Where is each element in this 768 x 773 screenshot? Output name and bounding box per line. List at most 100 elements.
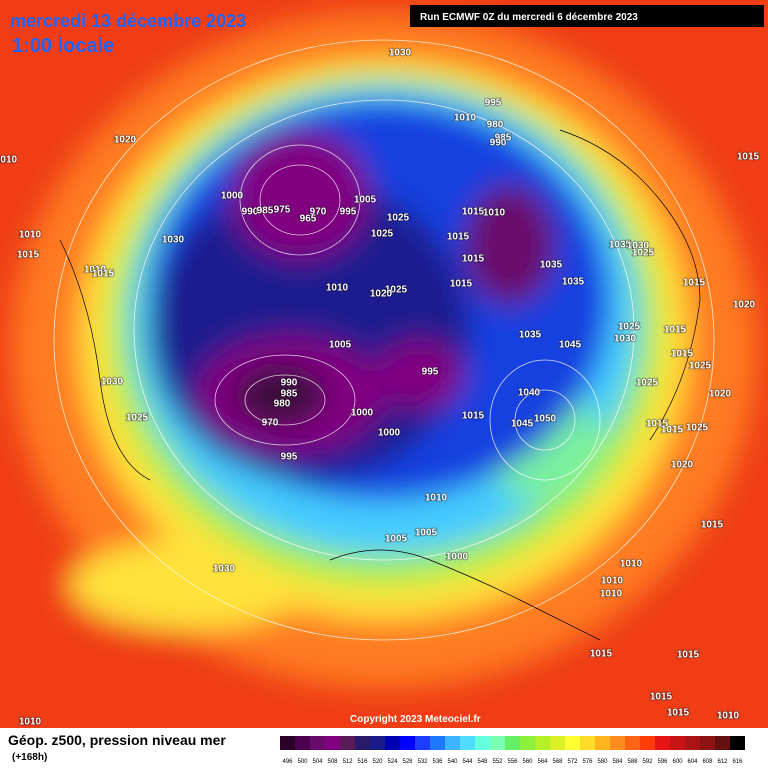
isobar-label: 1025 bbox=[385, 285, 408, 296]
isobar-label: 995 bbox=[422, 367, 439, 378]
scale-cell bbox=[310, 736, 325, 750]
isobar-label: 1035 bbox=[562, 277, 585, 288]
isobar-label: 1030 bbox=[614, 334, 637, 345]
isobar-label: 1015 bbox=[650, 692, 673, 703]
scale-cell bbox=[715, 736, 730, 750]
scale-label: 500 bbox=[297, 759, 308, 765]
scale-label: 584 bbox=[612, 759, 623, 765]
scale-label: 548 bbox=[477, 759, 488, 765]
isobar-label: 1025 bbox=[618, 322, 641, 333]
coastline bbox=[59, 239, 151, 481]
copyright: Copyright 2023 Meteociel.fr bbox=[350, 714, 481, 725]
scale-cell bbox=[445, 736, 460, 750]
isobar bbox=[514, 389, 576, 451]
isobar-label: 1010 bbox=[84, 265, 107, 276]
scale-cell bbox=[655, 736, 670, 750]
scale-cell bbox=[370, 736, 385, 750]
scale-label: 576 bbox=[582, 759, 593, 765]
scale-cell bbox=[340, 736, 355, 750]
isobar-label: 1025 bbox=[636, 378, 659, 389]
isobar-label: 1015 bbox=[701, 520, 724, 531]
isobar-label: 1010 bbox=[601, 576, 624, 587]
isobar bbox=[239, 144, 361, 256]
isobar-label: 1020 bbox=[709, 389, 732, 400]
scale-label: 604 bbox=[687, 759, 698, 765]
isobar-label: 1020 bbox=[733, 300, 756, 311]
isobar-label: 1000 bbox=[221, 191, 244, 202]
coastline bbox=[559, 129, 701, 441]
scale-label: 508 bbox=[327, 759, 338, 765]
scale-label: 612 bbox=[717, 759, 728, 765]
scale-cell bbox=[580, 736, 595, 750]
scale-label: 596 bbox=[657, 759, 668, 765]
isobar-label: 990 bbox=[490, 138, 507, 149]
isobar-label: 1015 bbox=[462, 207, 485, 218]
isobar-label: 1015 bbox=[661, 425, 684, 436]
isobar-label: 1010 bbox=[425, 493, 448, 504]
isobar-label: 985 bbox=[495, 133, 512, 144]
isobar-label: 1020 bbox=[114, 135, 137, 146]
isobar-label: 1000 bbox=[351, 408, 374, 419]
scale-label: 528 bbox=[402, 759, 413, 765]
scale-cell bbox=[625, 736, 640, 750]
isobar-label: 1020 bbox=[671, 460, 694, 471]
scale-cell bbox=[565, 736, 580, 750]
isobar-label: 1025 bbox=[387, 213, 410, 224]
scale-cell bbox=[355, 736, 370, 750]
isobar-label: 980 bbox=[274, 399, 291, 410]
isobar-label: 1010 bbox=[717, 711, 740, 722]
isobar-label: 1015 bbox=[677, 650, 700, 661]
isobar-label: 1015 bbox=[664, 325, 687, 336]
scale-label: 536 bbox=[432, 759, 443, 765]
scale-label: 560 bbox=[522, 759, 533, 765]
isobar-label: 1000 bbox=[378, 428, 401, 439]
isobar-label: 1035 bbox=[540, 260, 563, 271]
isobar-label: 985 bbox=[257, 206, 274, 217]
scale-cell bbox=[700, 736, 715, 750]
scale-label: 568 bbox=[552, 759, 563, 765]
isobar-label: 1015 bbox=[737, 152, 760, 163]
scale-label: 600 bbox=[672, 759, 683, 765]
low-core bbox=[235, 365, 325, 425]
isobar-label: 970 bbox=[262, 418, 279, 429]
legend-lead: (+168h) bbox=[12, 752, 47, 763]
isobar-label: 965 bbox=[300, 214, 317, 225]
isobar-label: 1015 bbox=[462, 254, 485, 265]
scale-cell bbox=[280, 736, 295, 750]
isobar-label: 995 bbox=[485, 98, 502, 109]
isobar-label: 980 bbox=[487, 120, 504, 131]
isobar-label: 1025 bbox=[371, 229, 394, 240]
isobar-label: 1040 bbox=[518, 388, 541, 399]
isobar-label: 1010 bbox=[620, 559, 643, 570]
isobar-label: 1025 bbox=[686, 423, 709, 434]
isobar-label: 1025 bbox=[689, 361, 712, 372]
scale-label: 520 bbox=[372, 759, 383, 765]
coastlines bbox=[59, 129, 701, 641]
isobar-label: 1015 bbox=[447, 232, 470, 243]
scale-label: 516 bbox=[357, 759, 368, 765]
isobar-label: 970 bbox=[310, 207, 327, 218]
scale-label: 564 bbox=[537, 759, 548, 765]
legend-title: Géop. z500, pression niveau mer bbox=[8, 732, 226, 748]
isobar-label: 1045 bbox=[511, 419, 534, 430]
scale-label: 552 bbox=[492, 759, 503, 765]
scale-cell bbox=[640, 736, 655, 750]
low-north bbox=[230, 130, 370, 260]
isobar-label: 1010 bbox=[19, 717, 42, 728]
isobar-label: 1010 bbox=[19, 230, 42, 241]
color-scale: 496 500 504 508 512 516 520 524 528 532 536 540 544 5… bbox=[280, 736, 745, 765]
isobar-label: 1030 bbox=[627, 241, 650, 252]
isobar-label: 1005 bbox=[415, 528, 438, 539]
scale-cell bbox=[670, 736, 685, 750]
isobar-label: 1015 bbox=[590, 649, 613, 660]
isobar-label: 995 bbox=[340, 207, 357, 218]
isobar-label: 1005 bbox=[329, 340, 352, 351]
scale-label: 592 bbox=[642, 759, 653, 765]
isobar-label: 1010 bbox=[454, 113, 477, 124]
isobar-label: 1015 bbox=[92, 269, 115, 280]
isobar-labels: 1030102010109951010980985990101510009909… bbox=[0, 47, 760, 729]
isobar-label: 1015 bbox=[671, 349, 694, 360]
